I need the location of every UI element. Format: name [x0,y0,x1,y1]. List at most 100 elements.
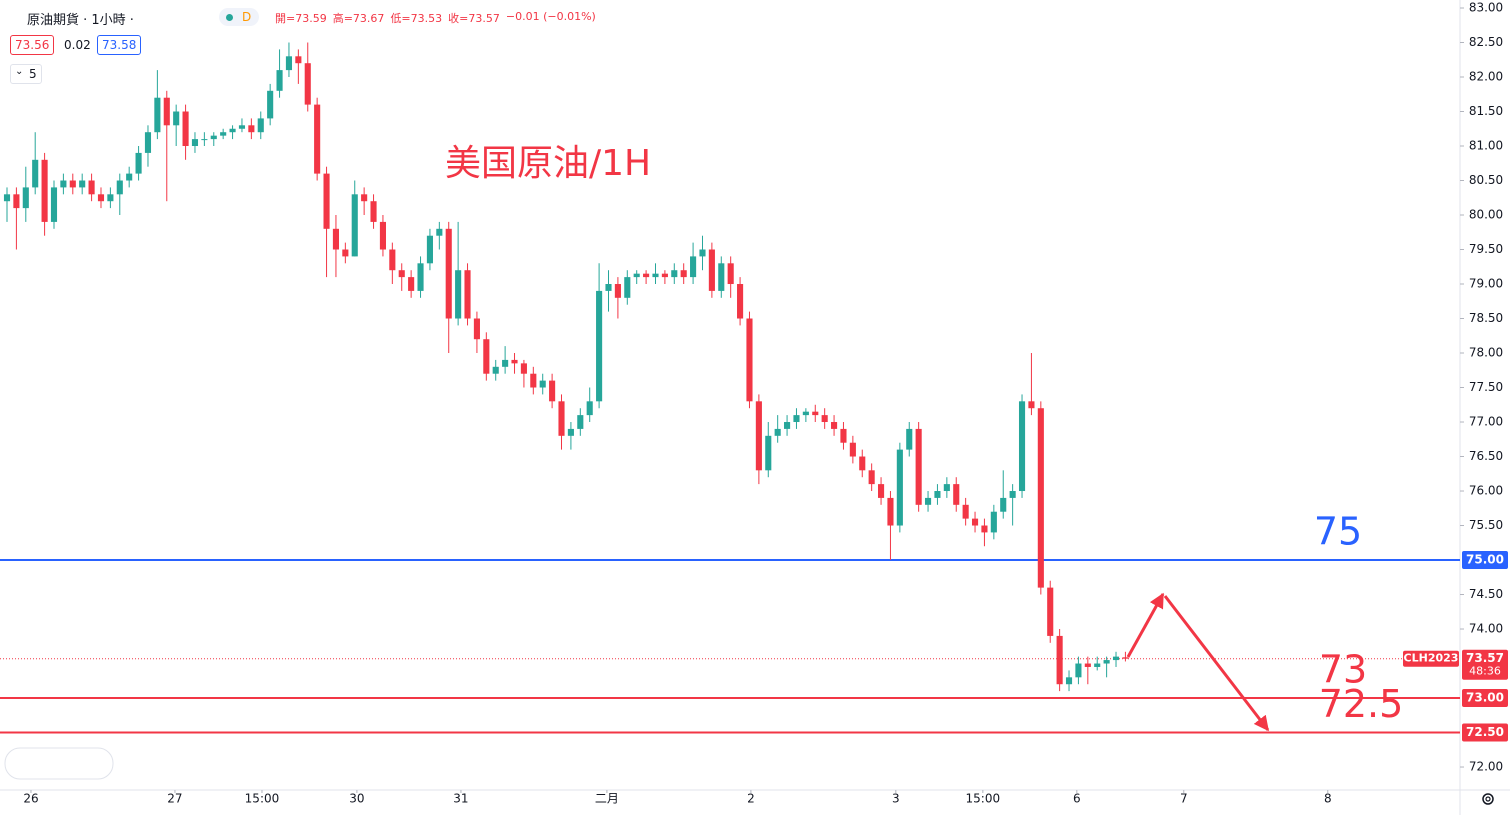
candle-body [878,484,885,498]
symbol[interactable]: 原油期貨 · 1小時 · [27,13,134,28]
candle-body [97,194,105,202]
candle-body [906,428,913,450]
settings-icon[interactable] [1482,793,1494,805]
x-tick-label: 2 [747,792,755,806]
ask-button[interactable]: 73.58 [97,35,142,55]
candle-body [680,270,687,278]
candle-body [408,277,415,291]
candle-body [314,104,321,174]
candle-body [586,401,593,416]
arrow-down [1163,595,1270,732]
level-badge-label: 75.00 [1466,553,1504,567]
level-badge-label: 72.50 [1466,725,1504,739]
candle-body [859,456,866,471]
candle-body [1075,663,1082,678]
y-tick-label: 80.50 [1469,173,1503,187]
candle-body [1037,408,1044,588]
market-status-dot [226,14,233,21]
last-price-label: 73.57 [1466,651,1504,665]
candle-body [304,63,311,105]
candle-body [915,428,922,505]
candle-body [257,118,264,133]
candle-body [455,270,462,319]
plot-area [0,42,1460,734]
candle-body [483,339,490,374]
candle-body [868,470,875,485]
x-tick-label: 6 [1073,792,1081,806]
y-tick-label: 79.50 [1469,242,1503,256]
symbol-badge-label: CLH2023 [1404,652,1459,665]
candle-body [116,180,123,195]
candle-body [784,422,791,429]
candle-body [1094,663,1101,667]
indicators-toggle[interactable]: 5 [10,64,42,84]
candle-body [50,187,58,222]
candle-body [690,256,697,278]
candle-body [896,449,903,526]
candle-body [3,194,11,202]
candle-body [276,70,283,91]
candle-body [163,97,170,126]
status-pill[interactable] [219,8,259,26]
spread: 0.02 [64,38,91,52]
candle-body [88,180,95,195]
candle-body [614,284,621,298]
candle-body [549,380,556,402]
candle-body [755,401,762,471]
candle-body [699,249,706,257]
candle-body [661,273,668,278]
candle-body [182,111,189,147]
candle-body [79,180,86,188]
x-tick-label: 31 [453,792,468,806]
candle-body [567,428,574,436]
y-tick-label: 80.00 [1469,208,1503,222]
x-tick-label: 8 [1324,792,1332,806]
bid-button[interactable]: 73.56 [10,35,55,55]
candle-body [154,97,161,133]
y-tick-label: 77.50 [1469,380,1503,394]
candle-body [201,139,208,141]
candle-body [22,187,29,209]
candle-body [737,284,744,319]
candle-body [558,401,565,436]
candle-body [135,152,142,174]
candle-body [238,125,246,129]
y-tick-label: 82.50 [1469,35,1503,49]
x-tick-label: 二月 [595,792,619,806]
candle-body [605,284,612,291]
candle-body [708,249,715,291]
candle-body [295,56,302,64]
x-tick-label: 7 [1180,792,1188,806]
ohlc-legend: 開=73.59 高=73.67 低=73.53 收=73.57 −0.01 (−0.01… [275,10,596,26]
last-price-badge [1462,649,1508,680]
y-tick-label: 78.00 [1469,346,1503,360]
level-badge [1462,723,1508,742]
candle-body [765,435,772,471]
level-annotation: 73 [1319,648,1367,692]
candle-body [60,180,67,188]
y-tick-label: 72.00 [1469,760,1503,774]
candle-body [943,484,950,492]
candle-body [41,159,48,222]
candle-body [577,415,584,429]
bottom-toolbar-pill[interactable] [4,747,114,780]
candle-body [953,484,960,505]
symbol-badge [1403,650,1459,667]
y-tick-label: 78.50 [1469,311,1503,325]
candle-body [1047,587,1054,636]
candle-body [530,373,537,388]
y-tick-label: 79.00 [1469,277,1503,291]
candle-body [1028,401,1035,409]
level-badge [1462,551,1508,570]
x-tick-label: 3 [892,792,900,806]
candle-body [126,173,133,181]
delay-badge: D [242,10,252,24]
candle-body [1084,663,1091,667]
candle-body [746,318,753,402]
y-tick-label: 77.00 [1469,415,1503,429]
candle-body [426,235,433,264]
candle-body [1018,401,1026,492]
x-tick-label: 30 [349,792,364,806]
